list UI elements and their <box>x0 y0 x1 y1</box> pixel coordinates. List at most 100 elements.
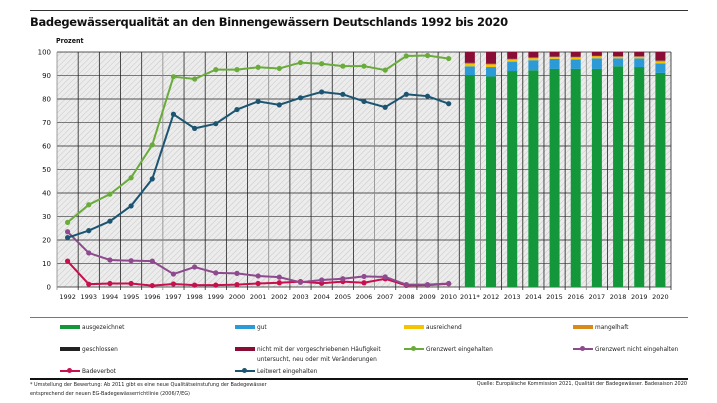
y-tick-label: 80 <box>42 96 51 104</box>
x-tick-label: 2002 <box>271 293 288 301</box>
x-tick-label: 1992 <box>59 293 76 301</box>
legend-swatch <box>60 325 80 329</box>
data-point <box>361 280 367 286</box>
data-point <box>149 282 155 289</box>
y-tick-label: 60 <box>42 143 51 151</box>
legend-swatch <box>60 347 80 351</box>
legend-item: geschlossen <box>60 344 118 354</box>
x-tick-label: 2014 <box>525 293 542 301</box>
y-tick-label: 50 <box>42 166 51 174</box>
data-point <box>170 281 177 287</box>
data-point <box>340 276 346 282</box>
bar-gut <box>613 58 624 67</box>
bar-ausreichend <box>507 59 518 62</box>
x-tick-label: 1993 <box>80 293 97 301</box>
legend-swatch <box>235 347 255 351</box>
x-tick-label: 2011* <box>460 293 481 301</box>
legend-swatch <box>404 346 424 351</box>
bar-ausgezeichnet <box>486 76 497 287</box>
data-point <box>297 95 304 101</box>
x-tick-label: 2003 <box>292 293 309 301</box>
data-point <box>213 121 219 127</box>
bar-gut <box>570 59 581 69</box>
data-point <box>107 191 113 197</box>
x-tick-label: 2019 <box>631 293 648 301</box>
data-point <box>213 270 219 276</box>
x-tick-label: 2018 <box>610 293 627 301</box>
bar-nicht <box>570 52 581 57</box>
bar-ausreichend <box>655 61 666 64</box>
bar-nicht <box>655 52 666 61</box>
data-point <box>64 235 71 241</box>
data-point <box>382 274 388 280</box>
x-tick-label: 2000 <box>229 293 246 301</box>
data-point <box>361 98 367 104</box>
x-tick-label: 2006 <box>356 293 373 301</box>
x-tick-label: 1998 <box>186 293 203 301</box>
data-point <box>192 125 198 131</box>
bar-gut <box>549 58 560 69</box>
data-point <box>382 67 388 73</box>
bar-ausreichend <box>486 64 497 68</box>
y-tick-label: 20 <box>42 237 51 245</box>
bar-nicht <box>613 52 624 57</box>
data-point <box>361 273 367 280</box>
legend-item: Badeverbot <box>60 366 116 376</box>
bar-ausgezeichnet <box>528 70 539 287</box>
legend-swatch <box>573 346 593 351</box>
legend-label: Badeverbot <box>82 367 116 375</box>
bar-mangelhaft <box>570 56 581 58</box>
data-point <box>64 258 71 264</box>
data-point <box>340 91 346 97</box>
legend-label: Grenzwert eingehalten <box>426 345 493 353</box>
data-point <box>170 111 177 117</box>
legend-swatch <box>235 325 255 329</box>
legend-item: gut <box>235 322 267 332</box>
bar-gut <box>507 61 518 72</box>
data-point <box>255 280 261 287</box>
data-point <box>128 203 134 209</box>
bar-gut <box>634 58 645 68</box>
bar-ausreichend <box>464 63 475 67</box>
y-tick-label: 10 <box>42 260 51 268</box>
legend-swatch <box>235 368 255 373</box>
data-point <box>213 282 219 288</box>
data-point <box>276 65 282 72</box>
bar-ausgezeichnet <box>549 68 560 287</box>
data-point <box>403 282 409 288</box>
bar-ausgezeichnet <box>634 67 645 287</box>
legend-item: ausgezeichnet <box>60 322 124 332</box>
y-tick-label: 30 <box>42 213 51 221</box>
x-tick-label: 2010 <box>440 293 457 301</box>
data-point <box>297 279 304 285</box>
bar-ausreichend <box>613 56 624 59</box>
data-point <box>86 250 92 256</box>
y-tick-label: 0 <box>47 284 51 292</box>
x-tick-label: 2009 <box>419 293 436 301</box>
x-tick-label: 2007 <box>377 293 394 301</box>
data-point <box>446 280 452 287</box>
bar-mangelhaft <box>464 63 475 64</box>
plot-area: 0 10 20 30 40 50 60 70 80 90 100 1992 1993 1994 1995 19… <box>38 49 672 301</box>
data-point <box>255 64 261 70</box>
legend-label: ausreichend <box>426 323 462 331</box>
x-tick-label: 2012 <box>483 293 500 301</box>
bar-ausgezeichnet <box>570 68 581 287</box>
data-point <box>424 282 431 288</box>
bar-ausreichend <box>570 57 581 60</box>
data-point <box>128 280 134 287</box>
bar-gut <box>486 67 497 77</box>
source-note: Quelle: Europäische Kommission 2021, Qua… <box>476 381 687 387</box>
legend-rule <box>30 317 688 318</box>
legend-swatch <box>404 325 424 329</box>
bar-mangelhaft <box>486 63 497 65</box>
data-point <box>128 258 134 264</box>
x-tick-label: 2013 <box>504 293 521 301</box>
data-point <box>149 176 155 182</box>
bar-ausgezeichnet <box>464 75 475 287</box>
data-point <box>297 59 304 66</box>
x-tick-label: 2004 <box>313 293 330 301</box>
data-point <box>192 76 198 82</box>
bar-ausgezeichnet <box>507 71 518 287</box>
